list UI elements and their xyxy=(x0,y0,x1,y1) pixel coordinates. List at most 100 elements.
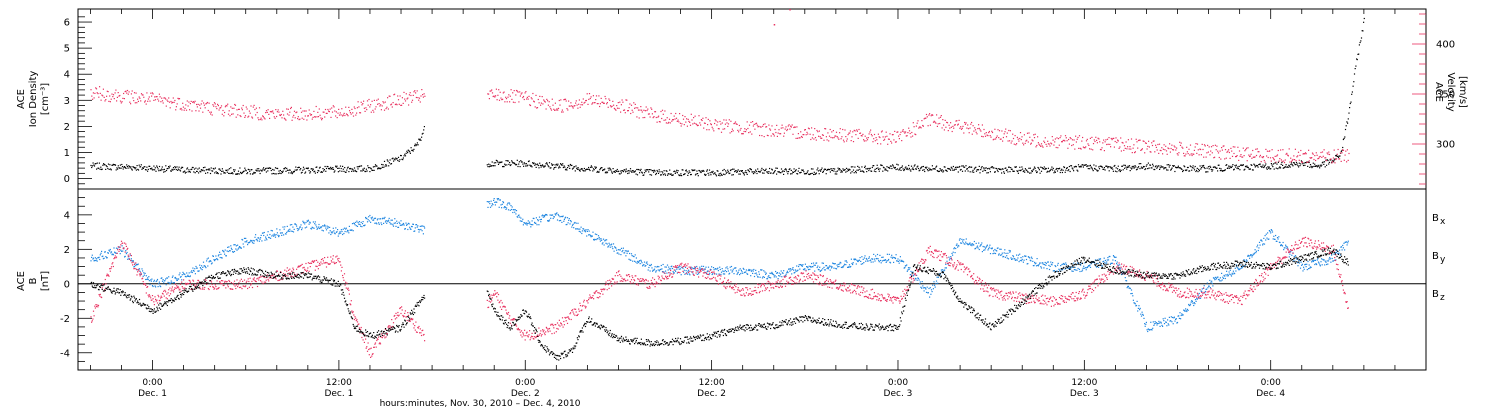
ion-density-series-point xyxy=(845,171,847,173)
ion-density-series-point xyxy=(710,174,712,176)
ion-density-series-point xyxy=(326,165,328,168)
by-series-point xyxy=(1020,257,1022,259)
ion-density-series-point xyxy=(625,168,627,170)
velocity-series-point xyxy=(1219,150,1221,152)
velocity-series-point xyxy=(1082,136,1084,139)
ion-density-series-point xyxy=(653,171,655,173)
ion-density-series-point xyxy=(982,167,985,169)
velocity-series-point xyxy=(853,129,855,131)
by-series-point xyxy=(619,249,621,251)
velocity-series-point xyxy=(891,142,893,144)
by-series-point xyxy=(917,277,920,280)
ion-density-series-point xyxy=(576,168,578,170)
ion-density-series-point xyxy=(1212,169,1214,171)
ion-density-series-point xyxy=(583,167,585,170)
ion-density-series-point xyxy=(356,171,358,173)
velocity-series-point xyxy=(957,124,959,126)
ion-density-series-point xyxy=(955,168,957,170)
velocity-series-point xyxy=(671,120,673,122)
velocity-tick-label: 300 xyxy=(1436,140,1455,151)
ion-density-series-point xyxy=(734,171,736,173)
by-series-point xyxy=(862,263,864,265)
velocity-series-point xyxy=(365,107,367,109)
velocity-series-point xyxy=(835,131,838,133)
velocity-series-point xyxy=(816,129,818,132)
velocity-series-point xyxy=(352,115,355,117)
velocity-series-point xyxy=(822,134,824,136)
velocity-series-point xyxy=(586,93,588,95)
velocity-series-point xyxy=(751,133,753,135)
ion-density-series-point xyxy=(1149,164,1151,166)
ion-density-series-point xyxy=(801,169,803,171)
velocity-series-point xyxy=(564,98,567,100)
velocity-series-point xyxy=(132,97,134,99)
by-series-point xyxy=(419,229,421,231)
ion-density-series-point xyxy=(538,167,540,169)
by-series-point xyxy=(230,247,232,249)
ion-density-series-point xyxy=(600,167,602,169)
by-series-point xyxy=(643,261,646,263)
velocity-series-point xyxy=(362,103,364,105)
by-series-point xyxy=(493,198,495,200)
by-series-point xyxy=(508,202,510,204)
by-series-point xyxy=(320,227,322,229)
velocity-series-point xyxy=(637,109,640,111)
velocity-series-point xyxy=(769,129,772,131)
by-series-point xyxy=(855,258,857,261)
by-series-point xyxy=(1010,257,1012,259)
by-series-point xyxy=(775,276,777,278)
ion-density-series-point xyxy=(1029,172,1031,174)
velocity-series-point xyxy=(201,100,203,102)
velocity-series-point xyxy=(938,117,940,119)
by-series-point xyxy=(168,276,170,278)
ion-density-series-point xyxy=(937,170,939,172)
velocity-series-point xyxy=(1348,152,1350,155)
velocity-series-point xyxy=(848,132,850,134)
time-tick-label: 0:00 xyxy=(142,378,162,388)
velocity-series-point xyxy=(552,104,554,106)
velocity-series-point xyxy=(1282,149,1284,151)
ion-density-series-point xyxy=(188,169,190,171)
velocity-series-point xyxy=(758,125,760,127)
ion-density-series-point xyxy=(630,170,632,172)
by-series-point xyxy=(600,238,602,240)
ion-density-series-point xyxy=(636,174,639,176)
by-series-point xyxy=(607,246,609,248)
ion-density-series-point xyxy=(781,171,783,173)
velocity-series-point xyxy=(982,136,984,138)
ion-density-series-point xyxy=(1114,164,1116,167)
ion-density-series-point xyxy=(1119,170,1121,173)
ion-density-series-point xyxy=(660,174,662,176)
ion-density-series-point xyxy=(683,173,685,175)
ion-density-series-point xyxy=(843,169,845,171)
velocity-series-point xyxy=(1130,138,1133,140)
by-series-point xyxy=(973,240,975,243)
ion-density-series-point xyxy=(1207,171,1209,173)
velocity-series-point xyxy=(988,132,990,134)
ion-density-series-point xyxy=(254,172,256,174)
ion-density-series-point xyxy=(1048,171,1050,173)
velocity-series-point xyxy=(228,110,230,112)
by-series-point xyxy=(813,264,815,266)
by-series-point xyxy=(404,228,406,230)
velocity-series-point xyxy=(1190,153,1192,155)
by-series-point xyxy=(591,235,593,237)
by-series-point xyxy=(981,251,983,253)
velocity-series-point xyxy=(389,95,391,97)
velocity-series-point xyxy=(645,106,647,108)
velocity-series-point xyxy=(1126,148,1128,150)
velocity-series-point xyxy=(401,97,403,99)
velocity-series-point xyxy=(243,112,245,114)
by-series-point xyxy=(762,276,764,278)
ion-density-series-point xyxy=(1035,170,1037,172)
ion-density-series-point xyxy=(750,168,752,170)
by-series-point xyxy=(859,257,861,259)
by-series-point xyxy=(559,216,561,218)
ion-density-series-point xyxy=(914,164,916,166)
ion-density-series-point xyxy=(1087,168,1089,170)
velocity-series-point xyxy=(609,105,612,107)
ion-density-series-point xyxy=(570,164,572,167)
by-series-point xyxy=(173,282,175,284)
velocity-series-point xyxy=(373,111,375,113)
velocity-series-point xyxy=(777,132,779,134)
